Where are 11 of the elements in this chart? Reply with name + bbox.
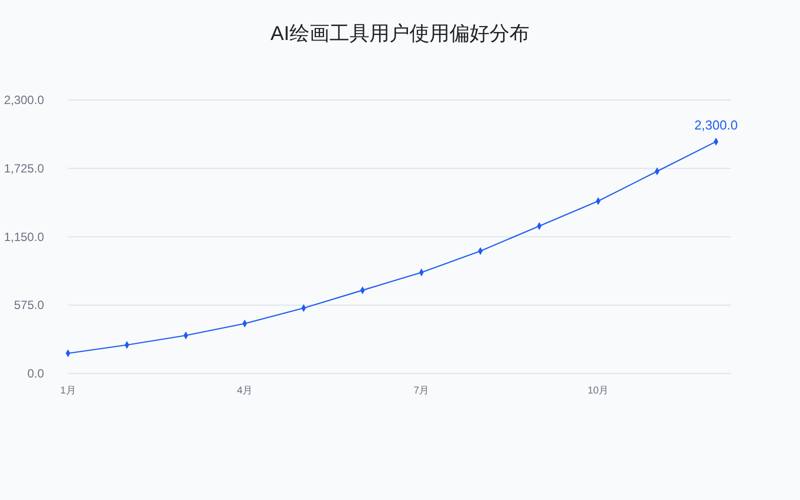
x-tick-label: 7月 xyxy=(414,386,430,396)
x-tick-label: 4月 xyxy=(236,386,253,396)
x-tick-label: 10月 xyxy=(588,386,609,396)
y-tick-label: 1,150.0 xyxy=(4,230,44,244)
y-tick-label: 2,300.0 xyxy=(4,93,44,107)
x-tick-label: 1月 xyxy=(60,386,76,396)
y-tick-label: 1,725.0 xyxy=(4,161,44,176)
y-tick-label: 0.0 xyxy=(27,366,44,380)
chart-title: AI绘画工具用户使用偏好分布 xyxy=(270,23,530,45)
y-tick-label: 575.0 xyxy=(14,298,44,312)
annotation: 2,300.0 xyxy=(694,118,738,133)
